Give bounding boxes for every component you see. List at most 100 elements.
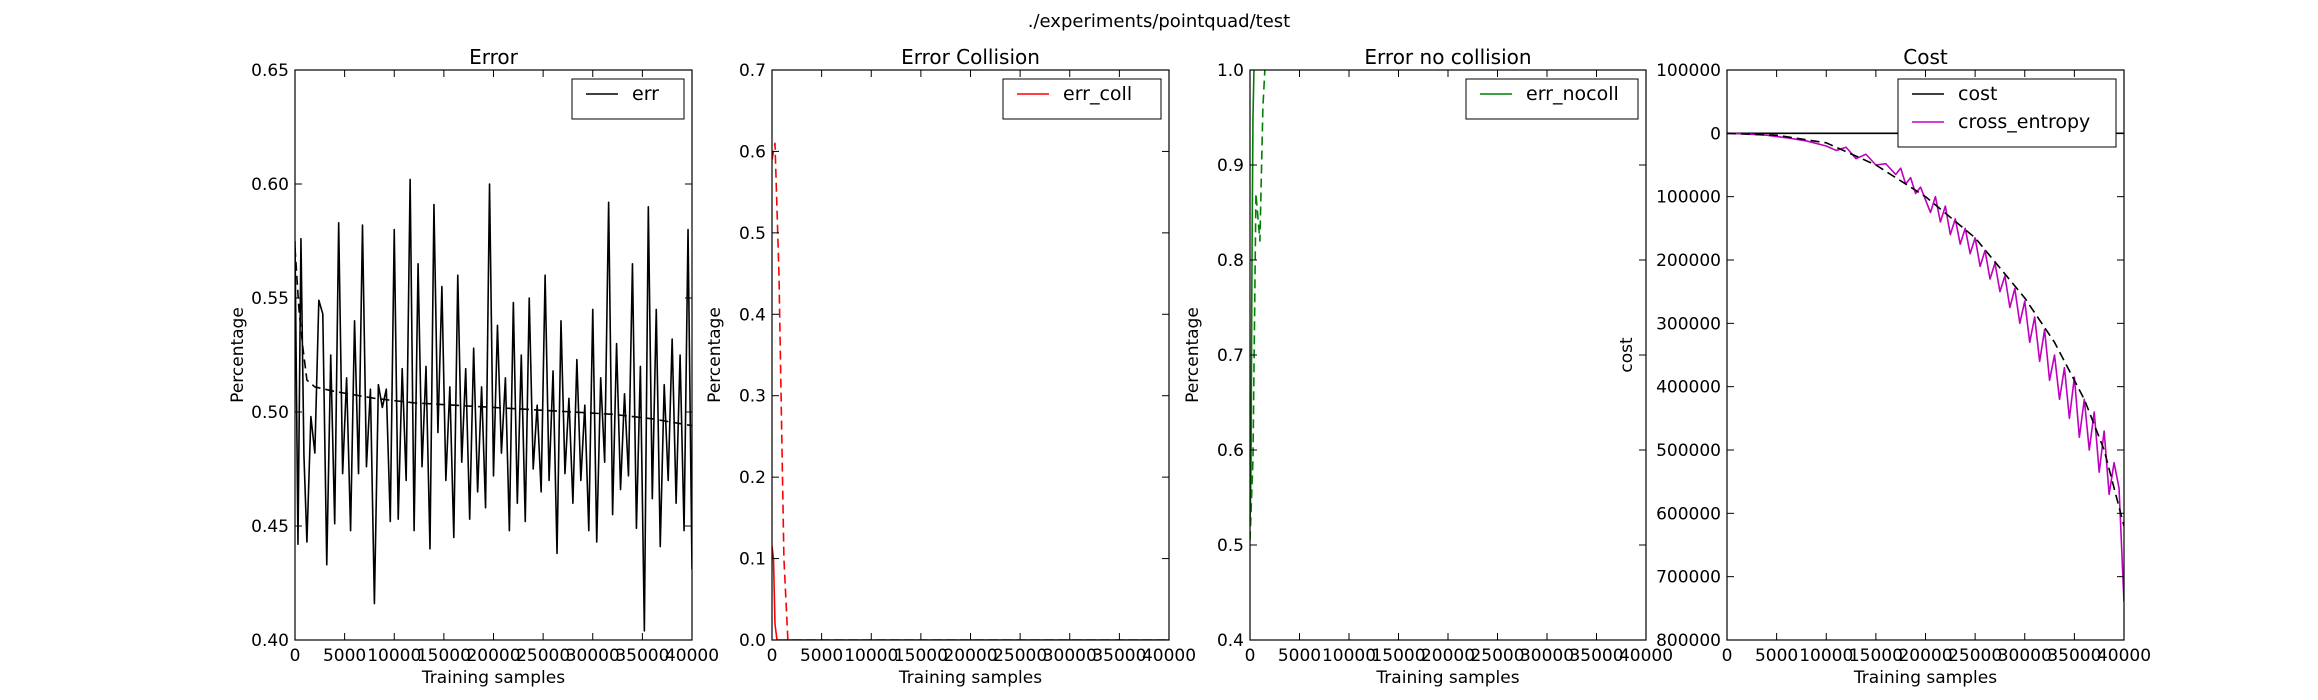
series-line-trend-1: [772, 142, 1169, 640]
y-tick-label: 0.1: [739, 550, 766, 570]
panel-title: Error: [469, 45, 519, 69]
y-tick-label: 0.6: [739, 142, 766, 162]
y-tick-label: 0.60: [251, 175, 289, 195]
series-line-trend-1: [295, 247, 692, 427]
x-tick-label: 30000: [1998, 646, 2052, 666]
legend-box: [1002, 78, 1162, 120]
legend-box: [1465, 78, 1639, 120]
x-tick-label: 40000: [1619, 646, 1673, 666]
legend-entry: cross_entropy: [1958, 111, 2090, 133]
x-tick-label: 20000: [1421, 646, 1475, 666]
y-tick-label: 0.0: [739, 631, 766, 651]
y-tick-label: 0: [1710, 124, 1721, 144]
x-tick-label: 15000: [417, 646, 471, 666]
legend: err_coll: [1002, 78, 1162, 120]
x-tick-label: 15000: [1849, 646, 1903, 666]
x-tick-label: 5000: [1278, 646, 1321, 666]
x-tick-label: 10000: [1799, 646, 1853, 666]
y-tick-label: 1.0: [1217, 61, 1244, 81]
y-tick-label: 0.8: [1217, 251, 1244, 271]
legend-entry: err: [632, 83, 659, 105]
y-tick-label: 0.2: [739, 468, 766, 488]
axes-frame: [771, 69, 1170, 641]
axes-frame: [1249, 69, 1647, 641]
x-tick-label: 10000: [367, 646, 421, 666]
x-tick-label: 35000: [615, 646, 669, 666]
legend: err: [571, 78, 685, 120]
y-tick-label: 0.6: [1217, 441, 1244, 461]
x-tick-label: 40000: [2097, 646, 2151, 666]
y-tick-label: 100000: [1656, 61, 1721, 81]
x-axis-label: Training samples: [1853, 668, 1997, 688]
y-tick-label: 200000: [1656, 251, 1721, 271]
x-tick-label: 40000: [665, 646, 719, 666]
panel-1: 0 5000 10000150002000025000300003500040000…: [228, 45, 719, 688]
y-axis-label: Percentage: [228, 307, 248, 403]
x-tick-label: 25000: [1948, 646, 2002, 666]
x-tick-label: 0: [767, 646, 778, 666]
series-line-err_coll: [772, 546, 1169, 640]
x-tick-label: 30000: [1520, 646, 1574, 666]
y-tick-label: 0.7: [1217, 346, 1244, 366]
x-tick-label: 15000: [1371, 646, 1425, 666]
axes-frame: [1726, 69, 2125, 641]
panel-4: 0 5000 10000150002000025000300003500040000…: [1617, 45, 2151, 688]
y-tick-label: 800000: [1656, 631, 1721, 651]
x-tick-label: 35000: [1569, 646, 1623, 666]
x-tick-label: 20000: [943, 646, 997, 666]
x-tick-label: 20000: [466, 646, 520, 666]
y-axis-label: cost: [1617, 337, 1637, 373]
x-tick-label: 30000: [566, 646, 620, 666]
x-tick-label: 0: [1245, 646, 1256, 666]
y-tick-label: 0.5: [1217, 536, 1244, 556]
y-tick-label: 600000: [1656, 504, 1721, 524]
y-tick-label: 0.4: [739, 305, 766, 325]
y-tick-label: 0.40: [251, 631, 289, 651]
panel-title: Error no collision: [1364, 45, 1531, 69]
x-axis-label: Training samples: [1375, 668, 1519, 688]
x-tick-label: 25000: [516, 646, 570, 666]
series-line-cross_entropy: [1727, 132, 2124, 603]
x-tick-label: 5000: [323, 646, 366, 666]
x-tick-label: 40000: [1142, 646, 1196, 666]
panel-2: 0 5000 10000150002000025000300003500040000…: [705, 45, 1196, 688]
x-tick-label: 5000: [800, 646, 843, 666]
legend-box: [571, 78, 685, 120]
y-tick-label: 0.7: [739, 61, 766, 81]
x-tick-label: 25000: [993, 646, 1047, 666]
x-tick-label: 0: [1722, 646, 1733, 666]
series-line-err: [295, 178, 692, 632]
y-tick-label: 0.50: [251, 403, 289, 423]
x-axis-label: Training samples: [898, 668, 1042, 688]
legend-entry: err_nocoll: [1526, 83, 1619, 105]
y-tick-label: 0.4: [1217, 631, 1244, 651]
legend: err_nocoll: [1465, 78, 1639, 120]
y-tick-label: 100000: [1656, 188, 1721, 208]
y-tick-label: 700000: [1656, 568, 1721, 588]
legend-entry: err_coll: [1063, 83, 1132, 105]
panel-title: Cost: [1903, 45, 1948, 69]
x-tick-label: 0: [290, 646, 301, 666]
legend: cost cross_entropy: [1897, 78, 2117, 148]
y-tick-label: 0.55: [251, 289, 289, 309]
series-line-trend-2: [1727, 132, 2124, 527]
x-tick-label: 15000: [894, 646, 948, 666]
y-tick-label: 0.45: [251, 517, 289, 537]
y-tick-label: 0.9: [1217, 156, 1244, 176]
y-tick-label: 400000: [1656, 378, 1721, 398]
x-tick-label: 30000: [1043, 646, 1097, 666]
x-tick-label: 10000: [1322, 646, 1376, 666]
x-tick-label: 20000: [1898, 646, 1952, 666]
x-tick-label: 35000: [1092, 646, 1146, 666]
y-tick-label: 0.65: [251, 61, 289, 81]
panel-title: Error Collision: [901, 45, 1040, 69]
panel-3: 0 5000 10000150002000025000300003500040000…: [1183, 45, 1673, 688]
x-tick-label: 10000: [844, 646, 898, 666]
y-tick-label: 0.3: [739, 387, 766, 407]
y-axis-label: Percentage: [705, 307, 725, 403]
series-line-trend-1: [1250, 70, 1266, 541]
y-tick-label: 0.5: [739, 224, 766, 244]
y-tick-label: 300000: [1656, 314, 1721, 334]
y-axis-label: Percentage: [1183, 307, 1203, 403]
